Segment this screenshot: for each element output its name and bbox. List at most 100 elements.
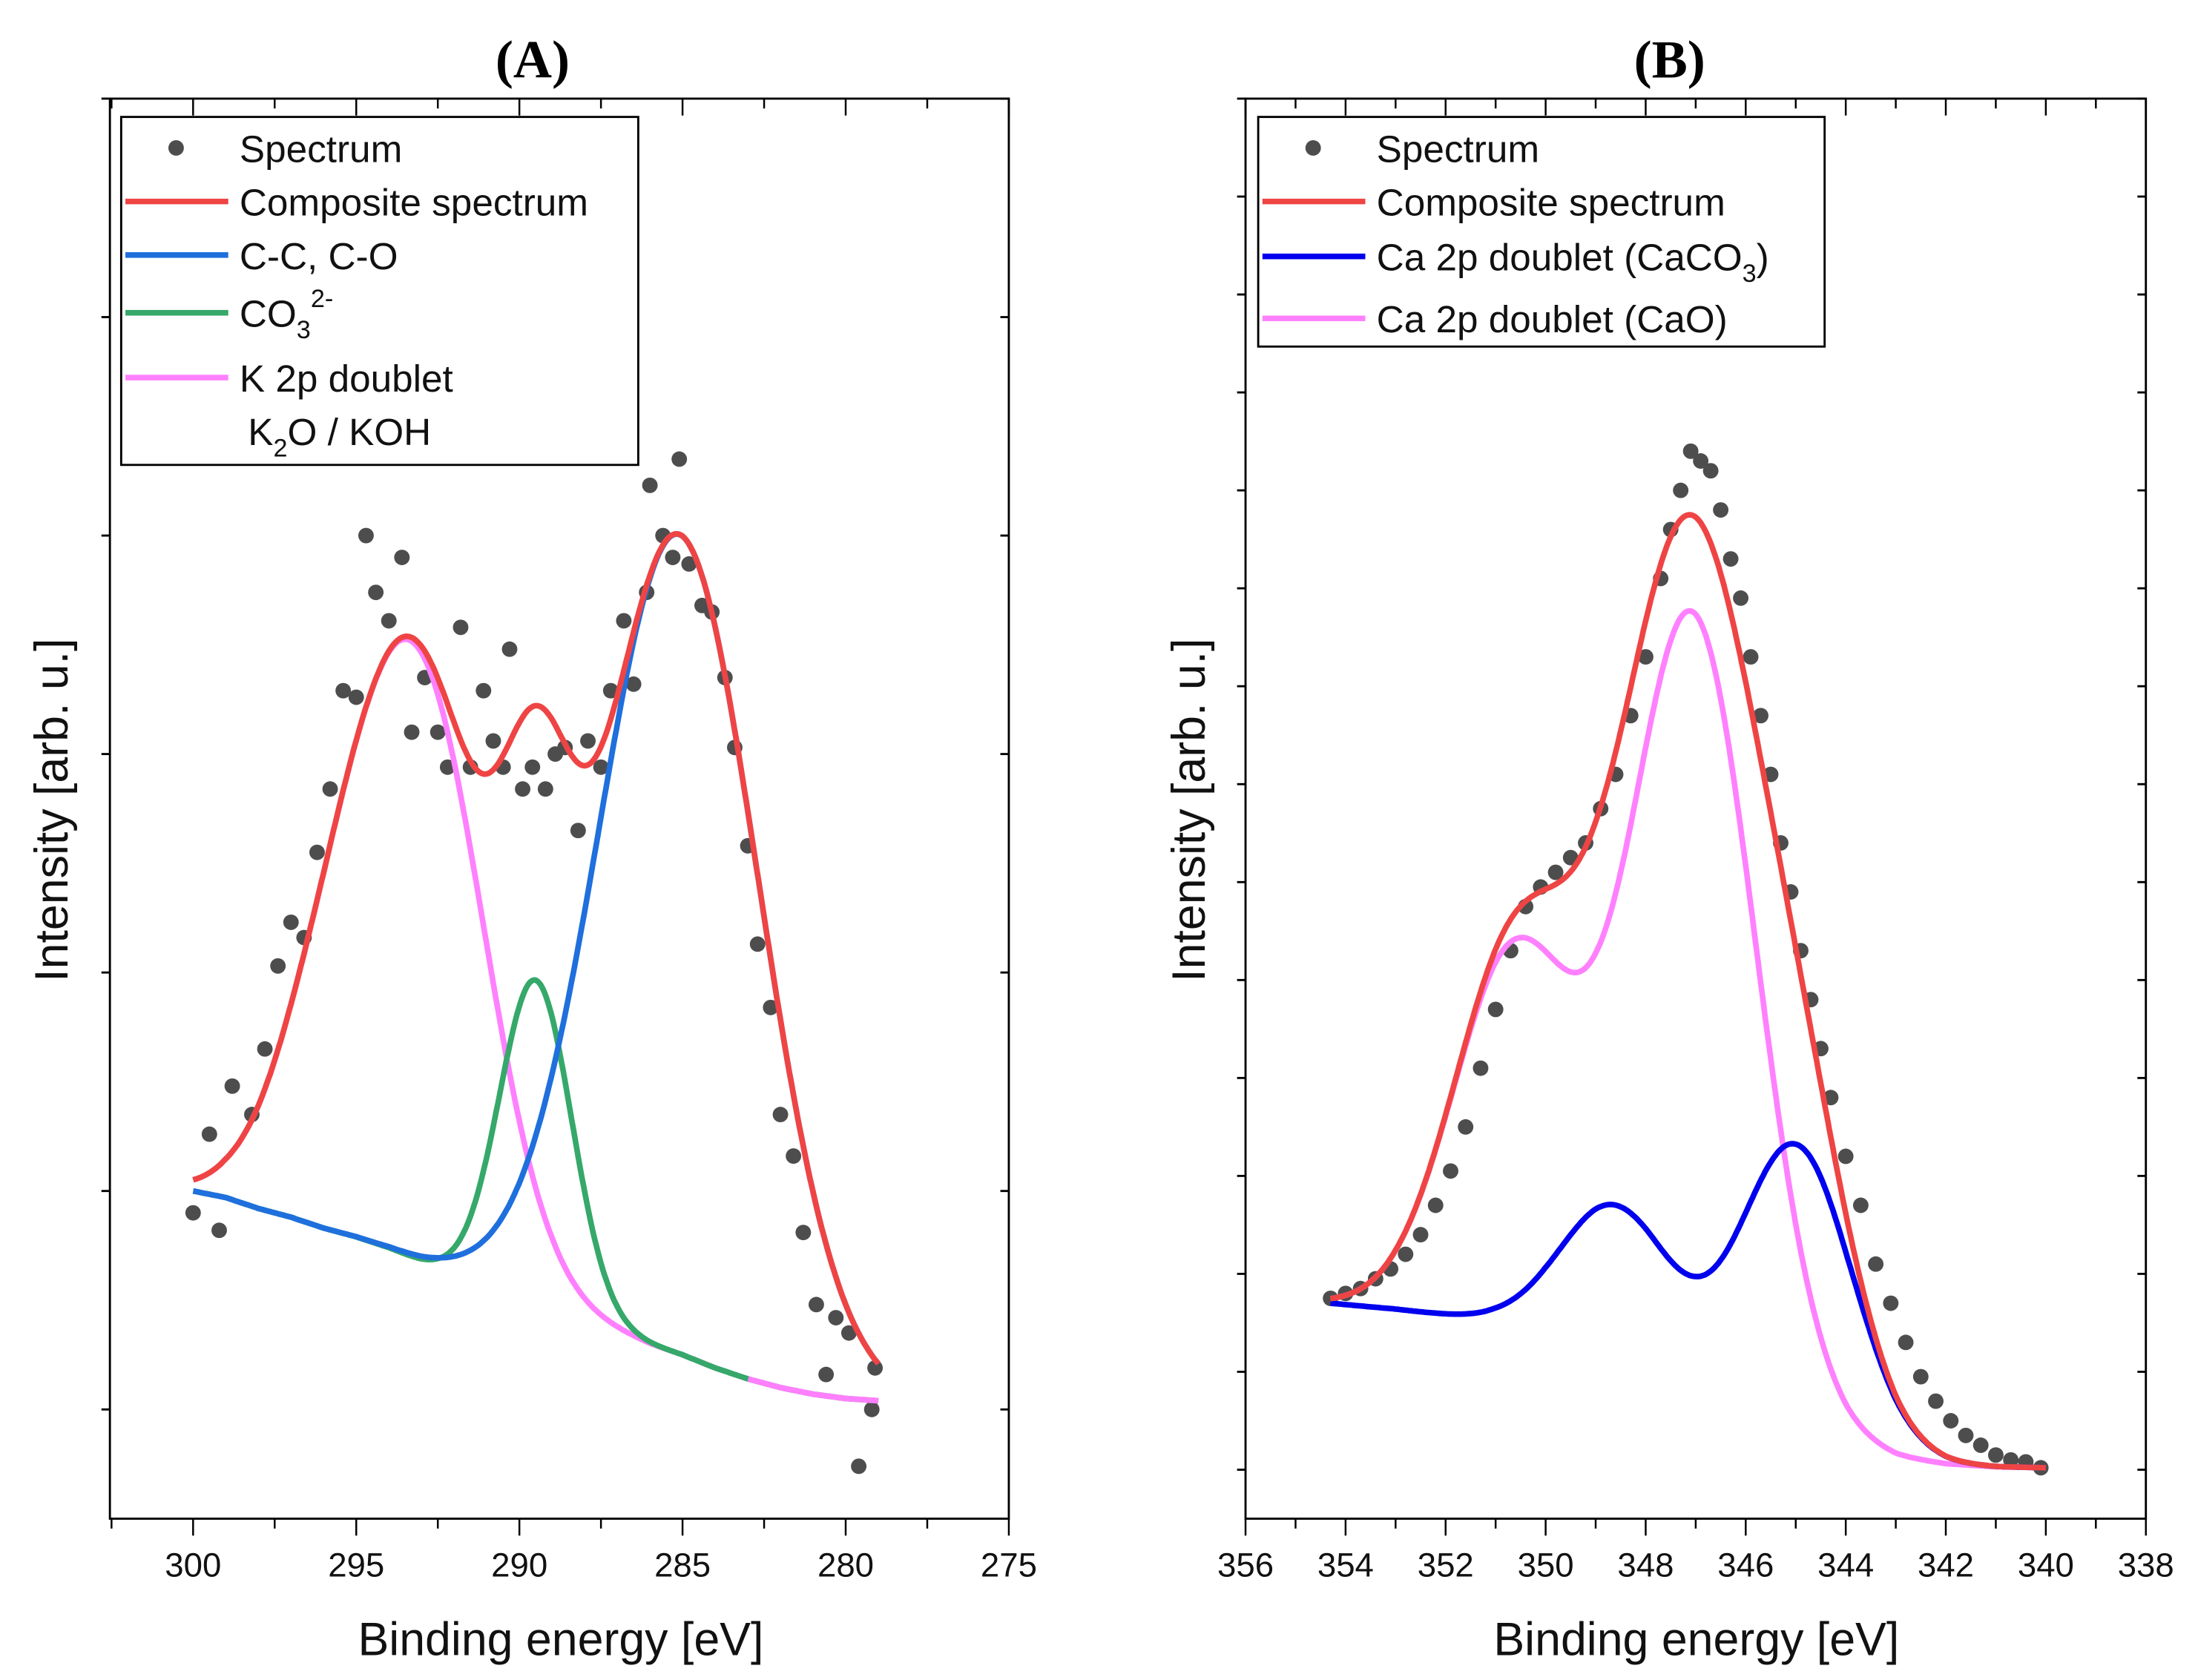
panel-a-legend-label-text: C-C, C-O [240,235,398,277]
panel-b-x-tick-label: 344 [1817,1546,1874,1584]
panel-b-spectrum-point [1473,1060,1489,1076]
panel-a-spectrum-point [394,550,410,565]
panel-a-legend-label: Spectrum [240,128,402,170]
panel-a-component-line-k-2p-doublet [191,636,880,1404]
panel-a-x-axis-title: Binding energy [eV] [358,1614,764,1666]
panel-b-legend-label-text: Spectrum [1377,128,1539,170]
panel-a-legend-label-text: K 2p doublet [240,358,453,400]
panel-a-spectrum-point [795,1225,812,1241]
panel-b-spectrum-point [1868,1256,1884,1272]
panel-b-spectrum-point [1852,1197,1869,1213]
panel-b-spectrum-point [1693,453,1709,469]
panel-a-spectrum-point [358,527,374,544]
panel-a-spectrum-point [439,759,455,775]
panel-a-legend-label-text: Spectrum [240,128,402,170]
panel-b-legend-label: Spectrum [1377,128,1539,170]
panel-a-spectrum-point [786,1148,802,1165]
panel-a-spectrum-point [485,733,501,749]
panel-a-spectrum-point [404,724,420,740]
panel-a-spectrum-point [322,781,338,797]
panel-a-spectrum-point [851,1458,867,1475]
panel-b-spectrum-point [1898,1334,1914,1351]
panel-b-x-tick-label: 354 [1317,1546,1374,1584]
panel-a-legend-label-suffix: O / KOH [288,411,432,453]
panel-a-spectrum-point [625,676,642,692]
panel-a-spectrum-point [808,1297,824,1313]
panel-a-spectrum-point [570,823,586,839]
panel-a-y-axis-title: Intensity [arb. u.] [26,639,78,982]
panel-b-component-line-ca-2p-doublet-cao- [1329,607,2047,1471]
panel-a-spectrum-point [211,1222,227,1239]
panel-b-x-tick-label: 352 [1418,1546,1474,1584]
panel-a-spectrum-point [665,550,681,565]
panel-a: (A) Binding energy [eV] Intensity [arb. … [26,30,1037,1665]
panel-a-spectrum-point [430,724,446,740]
panel-a-legend-marker [168,139,184,156]
panel-b-legend-label: Ca 2p doublet (CaCO3) [1377,237,1769,288]
panel-b-spectrum-point [1443,1163,1458,1179]
panel-a-spectrum-point [763,999,779,1015]
panel-b-x-tick-label: 350 [1518,1546,1574,1584]
panel-b-spectrum-point [1733,590,1749,606]
panel-b-legend-box [1257,116,1826,348]
panel-a-legend-label-text: Composite spectrum [240,182,588,224]
panel-a-spectrum-point [642,477,658,493]
panel-b-spectrum-point [1722,551,1739,567]
panel-b-spectrum-point [1487,1001,1504,1018]
panel-b-spectrum-point [1702,463,1719,479]
panel-a-component-line-c-c-c-o [191,531,881,1366]
panel-a-spectrum-point [283,914,299,930]
panel-b-x-tick-label: 348 [1617,1546,1674,1584]
panel-b-legend-label-suffix: ) [1757,237,1769,279]
panel-b-spectrum-point [1912,1368,1929,1385]
panel-a-legend-label: K 2p doublet [240,358,453,400]
panel-a-spectrum-point [840,1325,857,1341]
panel-b-spectrum-point [1458,1119,1474,1135]
panel-a-spectrum-point [524,759,541,775]
panel-a-spectrum-point [863,1401,880,1417]
panel-b-x-tick-label: 356 [1217,1546,1274,1584]
panel-b-spectrum-point [1547,864,1564,880]
panel-b-legend: Spectrum Composite spectrum Ca 2p doublet … [1257,116,1826,348]
panel-b-spectrum-point [1928,1393,1944,1409]
panel-a-spectrum-point [681,556,697,572]
panel-a-title: (A) [496,30,570,89]
panel-a-x-tick-label: 295 [328,1546,384,1584]
panel-a-spectrum-point [185,1205,201,1221]
panel-a-plot-frame [108,97,1010,1520]
panel-a-spectrum-point [616,613,632,629]
panel-b-composite-line [1329,512,2047,1471]
panel-a-legend: Spectrum Composite spectrum C-C, C-O CO32- K… [119,116,639,467]
panel-a-legend-label: Composite spectrum [240,182,588,224]
panel-b-spectrum-point [1743,649,1759,665]
panel-a-spectrum-point [335,682,352,699]
panel-b-spectrum-point [1713,502,1729,518]
panel-b-x-tick-label: 342 [1918,1546,1974,1584]
panel-a-legend-box [119,116,639,467]
panel-a-legend-label: C-C, C-O [240,235,398,277]
panel-b-spectrum-point [1427,1197,1444,1213]
panel-a-spectrum-point [602,682,619,699]
panel-b-legend-label-text: Composite spectrum [1377,182,1725,224]
panel-b-spectrum-point [1682,443,1699,459]
panel-a-x-tick-label: 290 [491,1546,547,1584]
panel-b-y-axis-title: Intensity [arb. u.] [1163,639,1215,982]
panel-b-legend-label-subscript: 3 [1743,260,1757,288]
panel-b-component-line-ca-2p-doublet-caco3- [1329,1141,2047,1471]
panel-a-spectrum-point [593,759,609,775]
panel-b-spectrum-point [1562,849,1579,866]
panel-b-spectrum-point [1638,649,1654,665]
panel-b-legend-label-text: Ca 2p doublet (CaO) [1377,298,1728,340]
panel-a-legend-label-subscript: 3 [297,316,311,344]
panel-b-spectrum-point [1753,708,1768,724]
panel-b-spectrum-point [1837,1148,1854,1165]
panel-a-legend-label-superscript: 2- [311,285,333,313]
panel-a-spectrum-point [772,1107,789,1123]
panel-a-legend-label: K2O / KOH [248,411,431,462]
panel-a-spectrum-point [580,733,596,749]
panel-a-spectrum-point [368,584,384,601]
panel-a-spectrum-point [501,641,518,657]
panel-a-legend-label: CO32- [240,285,333,344]
panel-b-legend-label: Ca 2p doublet (CaO) [1377,298,1728,340]
